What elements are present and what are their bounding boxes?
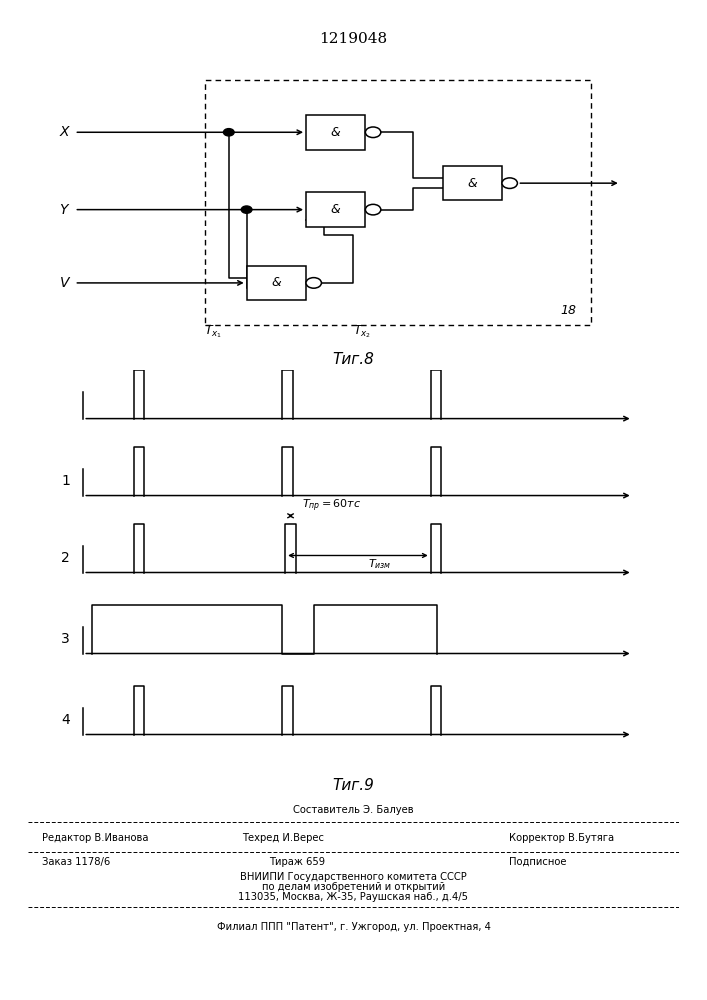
Bar	[443, 166, 502, 200]
Text: Y: Y	[59, 203, 68, 217]
Text: &: &	[271, 276, 281, 289]
Circle shape	[223, 129, 234, 136]
Circle shape	[241, 206, 252, 213]
Text: 1: 1	[61, 474, 70, 488]
Circle shape	[366, 127, 381, 138]
Text: Τиг.9: Τиг.9	[332, 778, 375, 793]
Text: $T_{\mathit{изм}}$: $T_{\mathit{изм}}$	[368, 558, 392, 571]
Text: 113035, Москва, Ж-35, Раушская наб., д.4/5: 113035, Москва, Ж-35, Раушская наб., д.4…	[238, 892, 469, 902]
Text: Составитель Э. Балуев: Составитель Э. Балуев	[293, 805, 414, 815]
Text: Филиал ППП "Патент", г. Ужгород, ул. Проектная, 4: Филиал ППП "Патент", г. Ужгород, ул. Про…	[216, 922, 491, 932]
Circle shape	[306, 278, 322, 288]
Text: Тираж 659: Тираж 659	[269, 857, 325, 867]
Text: Корректор В.Бутяга: Корректор В.Бутяга	[509, 833, 614, 843]
Text: $T_{x_1}$: $T_{x_1}$	[204, 324, 223, 340]
Bar	[247, 266, 306, 300]
Text: 3: 3	[61, 632, 70, 646]
Text: &: &	[331, 203, 341, 216]
Text: $T_{\mathit{пр}}=60\mathit{тс}$: $T_{\mathit{пр}}=60\mathit{тс}$	[302, 497, 361, 514]
Text: 4: 4	[61, 713, 70, 727]
Bar	[306, 115, 366, 150]
Circle shape	[366, 204, 381, 215]
Text: 18: 18	[560, 304, 576, 316]
Bar	[205, 80, 591, 325]
Text: $T_{x_2}$: $T_{x_2}$	[353, 324, 371, 340]
Text: 1219048: 1219048	[320, 32, 387, 46]
Text: ВНИИПИ Государственного комитета СССР: ВНИИПИ Государственного комитета СССР	[240, 872, 467, 882]
Text: Заказ 1178/6: Заказ 1178/6	[42, 857, 111, 867]
Text: по делам изобретений и открытий: по делам изобретений и открытий	[262, 882, 445, 892]
Text: V: V	[59, 276, 69, 290]
Text: &: &	[331, 126, 341, 139]
Circle shape	[502, 178, 518, 188]
Text: X: X	[59, 125, 69, 139]
Text: Редактор В.Иванова: Редактор В.Иванова	[42, 833, 149, 843]
Text: 2: 2	[61, 551, 70, 565]
Text: Τиг.8: Τиг.8	[332, 352, 375, 367]
Text: Техред И.Верес: Техред И.Верес	[242, 833, 324, 843]
Text: &: &	[467, 177, 477, 190]
Text: Подписное: Подписное	[509, 857, 566, 867]
Bar	[306, 192, 366, 227]
